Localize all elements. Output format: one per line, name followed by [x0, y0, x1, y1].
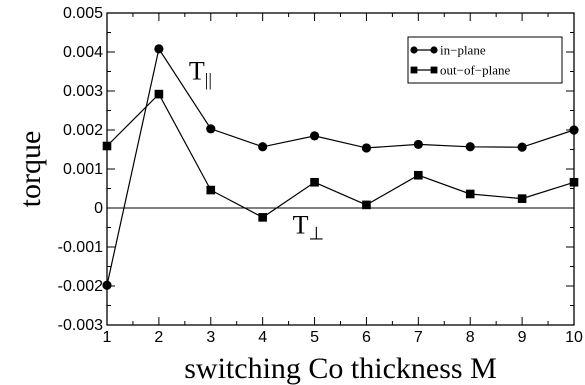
y-tick-label: 0 [94, 200, 103, 217]
x-tick-label: 10 [565, 329, 583, 346]
x-tick-label: 1 [103, 329, 112, 346]
in-plane-point [258, 142, 268, 152]
y-tick-label: -0.003 [58, 317, 103, 334]
axis-ticks: 1 2 3 4 5 6 7 8 9 10 -0.003 -0.002 -0.001 0 0.001 0.002… [58, 5, 583, 346]
y-tick-label: -0.002 [58, 278, 103, 295]
annotation-layer: T|| T⊥ [189, 56, 324, 243]
legend-box [407, 36, 563, 84]
in-plane-point [361, 143, 372, 153]
x-axis-title: switching Co thickness M [184, 352, 497, 385]
plot-area: 1 2 3 4 5 6 7 8 9 10 -0.003 -0.002 -0.001 0 0.001 0.002… [58, 5, 583, 346]
x-tick-label: 4 [258, 329, 267, 346]
annotation-label-2: T⊥ [293, 210, 325, 243]
out-of-plane-point [465, 189, 475, 199]
out-of-plane-point [206, 185, 216, 195]
legend: in−plane out−of−plane [407, 36, 563, 84]
y-tick-label: 0.003 [63, 83, 103, 100]
legend-label-1: in−plane [440, 43, 486, 58]
in-plane-point [413, 139, 423, 150]
legend-marker-circle [430, 46, 438, 54]
y-tick-label: 0.004 [63, 44, 103, 61]
out-of-plane-point [517, 194, 527, 203]
legend-marker-circle [410, 46, 418, 54]
x-tick-label: 6 [362, 329, 371, 346]
in-plane-point [465, 142, 475, 152]
out-of-plane-point [569, 177, 579, 187]
legend-marker-square [430, 66, 438, 74]
y-tick-label: 0.005 [63, 5, 103, 22]
series-line-2 [106, 93, 575, 219]
out-of-plane-point [258, 213, 267, 222]
series-line-1 [106, 47, 575, 286]
legend-marker-square [410, 66, 418, 74]
out-of-plane-point [414, 170, 423, 180]
in-plane-point [154, 44, 164, 54]
out-of-plane-point [362, 200, 371, 210]
y-tick-label: 0.001 [63, 161, 103, 178]
series-layer [102, 44, 579, 290]
y-axis-title: torque [14, 131, 47, 208]
out-of-plane-point [310, 177, 319, 187]
in-plane-point [517, 142, 527, 152]
x-tick-label: 2 [154, 329, 163, 346]
x-tick-label: 3 [206, 329, 215, 346]
y-tick-label: 0.002 [63, 122, 103, 139]
legend-label-2: out−of−plane [440, 63, 510, 78]
x-tick-label: 8 [466, 329, 475, 346]
legend-items: in−plane out−of−plane [410, 43, 510, 78]
out-of-plane-point [154, 89, 164, 99]
in-plane-point [309, 131, 320, 141]
in-plane-point [102, 280, 112, 290]
in-plane-point [206, 124, 216, 134]
x-tick-label: 7 [414, 329, 423, 346]
x-tick-label: 5 [310, 329, 319, 346]
in-plane-point [569, 125, 579, 135]
out-of-plane-point [102, 141, 112, 151]
annotation-label-1: T|| [189, 56, 212, 89]
y-tick-label: -0.001 [58, 239, 103, 256]
x-tick-label: 9 [518, 329, 527, 346]
